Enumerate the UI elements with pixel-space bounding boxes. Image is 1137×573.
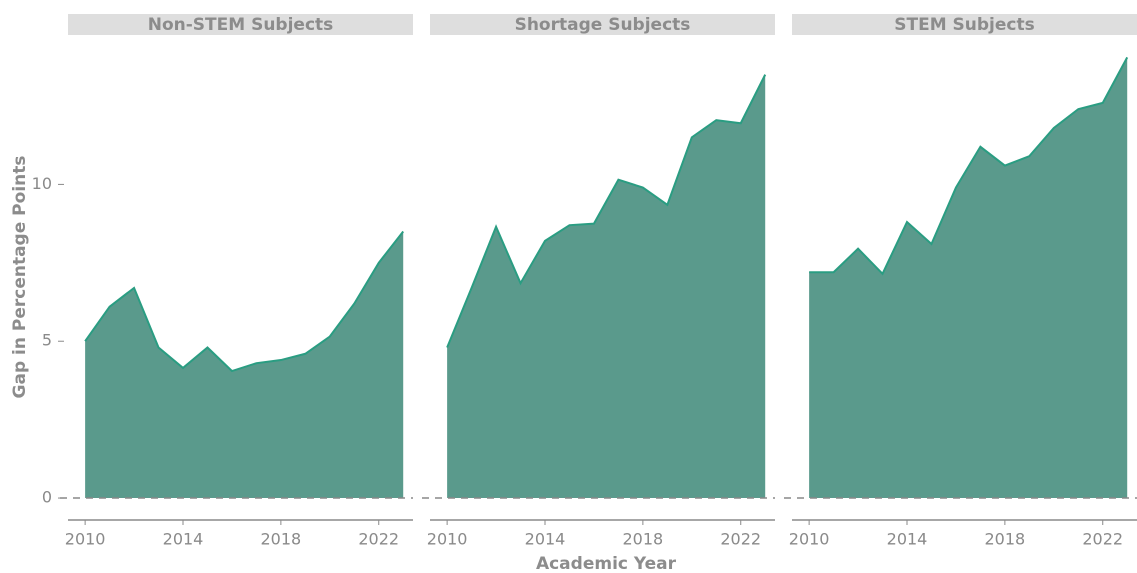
strip [430,14,775,35]
x-tick-label: 2022 [720,530,761,549]
strip [792,14,1137,35]
x-tick-label: 2010 [427,530,468,549]
strip-title: Non-STEM Subjects [148,15,334,35]
x-tick-label: 2018 [985,530,1026,549]
x-tick-label: 2014 [163,530,204,549]
x-tick-label: 2014 [525,530,566,549]
y-tick-label: 0 [42,488,52,507]
x-tick-label: 2022 [358,530,399,549]
strip-title: Shortage Subjects [515,15,691,35]
y-axis-title: Gap in Percentage Points [10,156,30,399]
x-tick-label: 2010 [65,530,106,549]
area-line [84,230,405,373]
strip-title: STEM Subjects [894,15,1034,35]
x-tick-label: 2018 [623,530,664,549]
x-axis-title: Academic Year [536,554,677,573]
x-tick-label: 2022 [1082,530,1123,549]
y-tick-label: 5 [42,331,52,350]
x-tick-label: 2010 [789,530,830,549]
area-line [446,74,767,348]
strip [68,14,413,35]
area [809,57,1128,499]
area-line [809,56,1129,276]
x-tick-label: 2014 [887,530,928,549]
area [447,74,766,499]
area [85,231,404,499]
y-tick-label: 10 [32,174,52,193]
x-tick-label: 2018 [261,530,302,549]
